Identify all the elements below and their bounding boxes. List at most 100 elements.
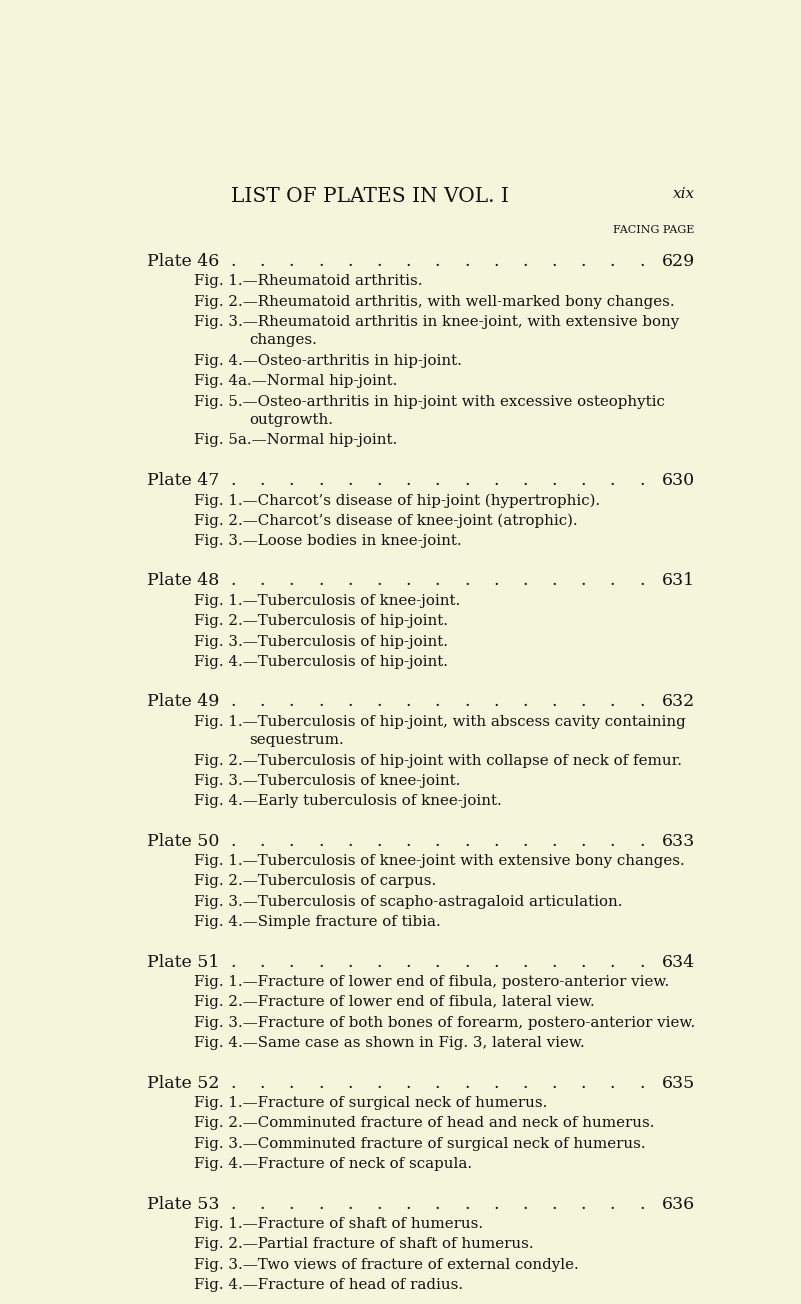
Text: 634: 634 <box>662 953 694 970</box>
Text: .: . <box>639 694 645 711</box>
Text: .: . <box>405 472 411 489</box>
Text: Fig. 2.—Charcot’s disease of knee-joint (atrophic).: Fig. 2.—Charcot’s disease of knee-joint … <box>195 514 578 528</box>
Text: .: . <box>405 1196 411 1213</box>
Text: .: . <box>347 694 352 711</box>
Text: .: . <box>318 833 324 850</box>
Text: .: . <box>639 1074 645 1091</box>
Text: .: . <box>347 1074 352 1091</box>
Text: xix: xix <box>673 186 694 201</box>
Text: .: . <box>347 953 352 970</box>
Text: 630: 630 <box>662 472 694 489</box>
Text: sequestrum.: sequestrum. <box>249 733 344 747</box>
Text: LIST OF PLATES IN VOL. I: LIST OF PLATES IN VOL. I <box>231 186 509 206</box>
Text: Fig. 4.—Early tuberculosis of knee-joint.: Fig. 4.—Early tuberculosis of knee-joint… <box>195 794 502 808</box>
Text: .: . <box>231 694 236 711</box>
Text: .: . <box>493 833 498 850</box>
Text: .: . <box>522 253 528 270</box>
Text: .: . <box>231 572 236 589</box>
Text: .: . <box>551 472 557 489</box>
Text: .: . <box>376 833 382 850</box>
Text: .: . <box>493 1074 498 1091</box>
Text: .: . <box>493 572 498 589</box>
Text: .: . <box>493 472 498 489</box>
Text: .: . <box>435 253 441 270</box>
Text: Plate 52: Plate 52 <box>147 1074 219 1091</box>
Text: 631: 631 <box>662 572 694 589</box>
Text: Fig. 1.—Tuberculosis of knee-joint.: Fig. 1.—Tuberculosis of knee-joint. <box>195 593 461 608</box>
Text: .: . <box>435 953 441 970</box>
Text: Fig. 4.—Osteo-arthritis in hip-joint.: Fig. 4.—Osteo-arthritis in hip-joint. <box>195 353 462 368</box>
Text: .: . <box>639 953 645 970</box>
Text: .: . <box>405 953 411 970</box>
Text: .: . <box>551 833 557 850</box>
Text: .: . <box>347 1196 352 1213</box>
Text: .: . <box>347 253 352 270</box>
Text: .: . <box>376 572 382 589</box>
Text: .: . <box>260 1074 265 1091</box>
Text: Fig. 3.—Two views of fracture of external condyle.: Fig. 3.—Two views of fracture of externa… <box>195 1258 579 1271</box>
Text: .: . <box>522 572 528 589</box>
Text: .: . <box>464 953 469 970</box>
Text: Fig. 1.—Charcot’s disease of hip-joint (hypertrophic).: Fig. 1.—Charcot’s disease of hip-joint (… <box>195 493 601 507</box>
Text: .: . <box>610 253 615 270</box>
Text: .: . <box>260 472 265 489</box>
Text: .: . <box>581 1196 586 1213</box>
Text: .: . <box>610 833 615 850</box>
Text: .: . <box>231 472 236 489</box>
Text: .: . <box>522 472 528 489</box>
Text: .: . <box>610 694 615 711</box>
Text: .: . <box>522 953 528 970</box>
Text: Fig. 1.—Fracture of shaft of humerus.: Fig. 1.—Fracture of shaft of humerus. <box>195 1217 484 1231</box>
Text: .: . <box>231 253 236 270</box>
Text: .: . <box>464 572 469 589</box>
Text: Fig. 3.—Tuberculosis of knee-joint.: Fig. 3.—Tuberculosis of knee-joint. <box>195 773 461 788</box>
Text: .: . <box>493 253 498 270</box>
Text: Fig. 1.—Fracture of surgical neck of humerus.: Fig. 1.—Fracture of surgical neck of hum… <box>195 1097 548 1110</box>
Text: .: . <box>289 1196 294 1213</box>
Text: .: . <box>493 694 498 711</box>
Text: .: . <box>435 472 441 489</box>
Text: Plate 49: Plate 49 <box>147 694 219 711</box>
Text: .: . <box>522 694 528 711</box>
Text: .: . <box>610 953 615 970</box>
Text: .: . <box>435 1074 441 1091</box>
Text: .: . <box>464 1196 469 1213</box>
Text: .: . <box>376 694 382 711</box>
Text: .: . <box>610 1196 615 1213</box>
Text: Plate 50: Plate 50 <box>147 833 219 850</box>
Text: .: . <box>464 694 469 711</box>
Text: Fig. 1.—Tuberculosis of hip-joint, with abscess cavity containing: Fig. 1.—Tuberculosis of hip-joint, with … <box>195 715 686 729</box>
Text: .: . <box>639 1196 645 1213</box>
Text: .: . <box>522 833 528 850</box>
Text: Fig. 3.—Comminuted fracture of surgical neck of humerus.: Fig. 3.—Comminuted fracture of surgical … <box>195 1137 646 1151</box>
Text: .: . <box>318 953 324 970</box>
Text: Fig. 1.—Tuberculosis of knee-joint with extensive bony changes.: Fig. 1.—Tuberculosis of knee-joint with … <box>195 854 685 868</box>
Text: Plate 48: Plate 48 <box>147 572 219 589</box>
Text: .: . <box>610 1074 615 1091</box>
Text: .: . <box>581 694 586 711</box>
Text: Fig. 3.—Tuberculosis of scapho-astragaloid articulation.: Fig. 3.—Tuberculosis of scapho-astragalo… <box>195 895 623 909</box>
Text: .: . <box>318 694 324 711</box>
Text: Fig. 3.—Fracture of both bones of forearm, postero-anterior view.: Fig. 3.—Fracture of both bones of forear… <box>195 1016 696 1030</box>
Text: .: . <box>289 253 294 270</box>
Text: Fig. 3.—Loose bodies in knee-joint.: Fig. 3.—Loose bodies in knee-joint. <box>195 533 462 548</box>
Text: .: . <box>376 953 382 970</box>
Text: Fig. 2.—Tuberculosis of hip-joint with collapse of neck of femur.: Fig. 2.—Tuberculosis of hip-joint with c… <box>195 754 682 768</box>
Text: .: . <box>581 1074 586 1091</box>
Text: .: . <box>464 472 469 489</box>
Text: .: . <box>639 572 645 589</box>
Text: .: . <box>551 1074 557 1091</box>
Text: .: . <box>318 472 324 489</box>
Text: 635: 635 <box>662 1074 694 1091</box>
Text: .: . <box>551 572 557 589</box>
Text: 633: 633 <box>662 833 694 850</box>
Text: .: . <box>639 833 645 850</box>
Text: 629: 629 <box>662 253 694 270</box>
Text: FACING PAGE: FACING PAGE <box>614 224 694 235</box>
Text: Fig. 2.—Rheumatoid arthritis, with well-marked bony changes.: Fig. 2.—Rheumatoid arthritis, with well-… <box>195 295 675 309</box>
Text: Fig. 5a.—Normal hip-joint.: Fig. 5a.—Normal hip-joint. <box>195 433 398 447</box>
Text: .: . <box>405 253 411 270</box>
Text: .: . <box>289 472 294 489</box>
Text: Fig. 4.—Same case as shown in Fig. 3, lateral view.: Fig. 4.—Same case as shown in Fig. 3, la… <box>195 1037 586 1050</box>
Text: .: . <box>231 1074 236 1091</box>
